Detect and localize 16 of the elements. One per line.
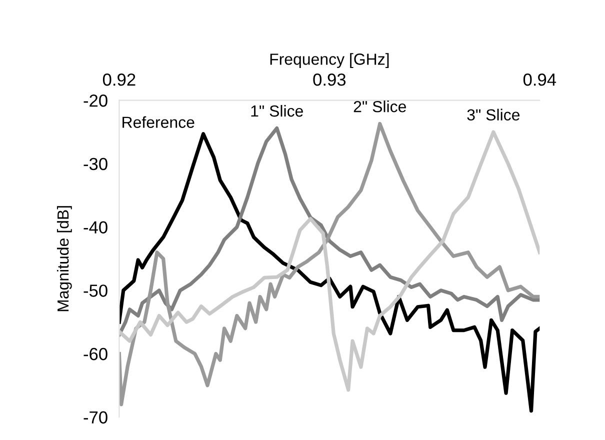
series-label: 2" Slice xyxy=(354,100,406,112)
y-tick-label: -20 xyxy=(84,94,108,107)
y-tick-label: -30 xyxy=(84,158,108,170)
series-label: 3" Slice xyxy=(467,108,520,121)
y-axis-title: Magnitude [dB] xyxy=(56,206,72,312)
series-label: Reference xyxy=(122,116,194,128)
x-tick-label: 0.93 xyxy=(313,73,346,86)
y-tick-label: -70 xyxy=(84,411,108,424)
x-tick-label: 0.92 xyxy=(102,73,136,86)
x-tick-label: 0.94 xyxy=(523,73,556,86)
line-series xyxy=(119,126,540,337)
series-label: 1" Slice xyxy=(251,104,303,117)
y-tick-label: -50 xyxy=(84,284,108,297)
x-axis-title: Frequency [GHz] xyxy=(270,53,389,68)
y-tick-label: -60 xyxy=(84,348,108,360)
y-tick-label: -40 xyxy=(84,221,108,234)
